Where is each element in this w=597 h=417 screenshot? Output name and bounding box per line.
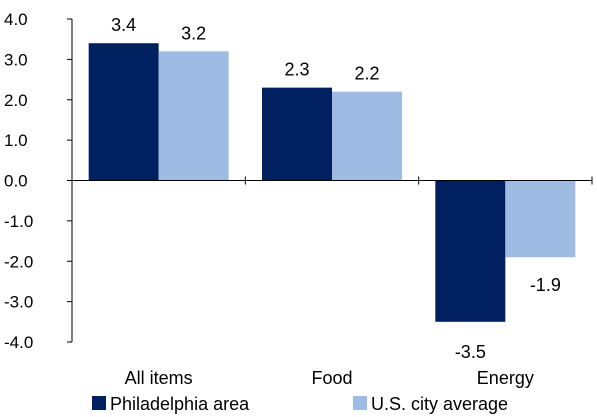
- legend: Philadelphia area U.S. city average: [92, 394, 508, 414]
- bar-philadelphia-1: [262, 87, 332, 181]
- legend-label: Philadelphia area: [110, 394, 250, 414]
- category-labels: All items Food Energy: [125, 368, 534, 388]
- bar-philadelphia-0: [88, 43, 159, 181]
- data-label: -3.5: [455, 342, 486, 362]
- category-label: Food: [311, 368, 352, 388]
- bar-philadelphia-2: [435, 180, 506, 322]
- data-label: 2.3: [284, 60, 309, 80]
- y-tick-label: 2.0: [4, 91, 28, 110]
- data-label: 3.2: [181, 23, 206, 43]
- legend-swatch: [92, 396, 106, 410]
- category-label: All items: [125, 368, 193, 388]
- bars: [88, 43, 576, 322]
- x-axis: [72, 176, 593, 185]
- y-tick-label: -1.0: [4, 212, 33, 231]
- data-label: 3.4: [111, 15, 136, 35]
- y-tick-label: -2.0: [4, 252, 33, 271]
- y-axis: 4.0 3.0 2.0 1.0 0.0 -1.0 -2.0 -3.0 -4.0: [4, 10, 73, 352]
- data-label: -1.9: [530, 275, 561, 295]
- bar-us-average-1: [332, 91, 402, 181]
- y-tick-label: 4.0: [4, 10, 28, 29]
- category-label: Energy: [477, 368, 534, 388]
- y-tick-label: 1.0: [4, 131, 28, 150]
- data-label: 2.2: [354, 64, 379, 84]
- legend-label: U.S. city average: [371, 394, 508, 414]
- y-tick-label: -4.0: [4, 333, 33, 352]
- y-tick-label: -3.0: [4, 293, 33, 312]
- bar-us-average-0: [158, 51, 229, 181]
- y-tick-label: 0.0: [4, 172, 28, 191]
- y-tick-label: 3.0: [4, 50, 28, 69]
- legend-swatch: [353, 396, 367, 410]
- bar-us-average-2: [505, 180, 576, 258]
- data-labels: 3.4 2.3 -3.5 3.2 2.2 -1.9: [111, 15, 561, 362]
